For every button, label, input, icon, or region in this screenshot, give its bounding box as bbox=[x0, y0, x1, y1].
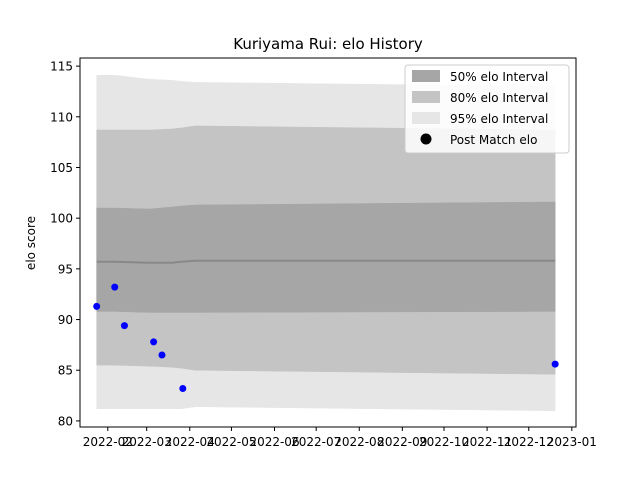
legend: 50% elo Interval 80% elo Interval 95% el… bbox=[404, 64, 570, 154]
mean-elo-line bbox=[96, 259, 556, 264]
y-tick-label: 95 bbox=[58, 262, 73, 276]
legend-frame bbox=[404, 64, 570, 154]
x-tick-label: 2022-09 bbox=[377, 435, 427, 449]
interval-50-band bbox=[96, 201, 556, 313]
chart-title: Kuriyama Rui: elo History bbox=[233, 35, 423, 53]
x-tick-label: 2022-07 bbox=[291, 435, 341, 449]
legend-swatch-80 bbox=[412, 91, 440, 103]
legend-label-95: 95% elo Interval bbox=[450, 112, 548, 126]
legend-swatch-95 bbox=[412, 112, 440, 124]
x-tick-label: 2022-05 bbox=[206, 435, 256, 449]
legend-swatch-50 bbox=[412, 70, 440, 82]
y-tick-label: 85 bbox=[58, 364, 73, 378]
post-match-point bbox=[111, 283, 119, 291]
x-tick-label: 2022-10 bbox=[419, 435, 469, 449]
post-match-point bbox=[158, 351, 166, 359]
legend-label-80: 80% elo Interval bbox=[450, 91, 548, 105]
x-tick-label: 2022-11 bbox=[462, 435, 512, 449]
x-tick-label: 2022-03 bbox=[122, 435, 172, 449]
x-tick-label: 2022-02 bbox=[83, 435, 133, 449]
legend-label-points: Post Match elo bbox=[450, 133, 537, 147]
y-tick-label: 80 bbox=[58, 414, 73, 428]
x-tick-label: 2022-06 bbox=[249, 435, 299, 449]
legend-marker-points bbox=[420, 133, 432, 145]
post-match-point bbox=[120, 322, 128, 330]
y-tick-label: 90 bbox=[58, 313, 73, 327]
x-tick-label: 2023-01 bbox=[547, 435, 597, 449]
x-tick-label: 2022-08 bbox=[334, 435, 384, 449]
x-tick-label: 2022-04 bbox=[165, 435, 215, 449]
y-tick-label: 105 bbox=[50, 161, 73, 175]
x-tick-label: 2022-12 bbox=[504, 435, 554, 449]
y-tick-label: 100 bbox=[50, 212, 73, 226]
y-axis-label: elo score bbox=[24, 216, 38, 270]
plot-frame bbox=[79, 57, 577, 428]
y-tick-label: 115 bbox=[50, 60, 73, 74]
post-match-point bbox=[150, 338, 158, 346]
post-match-point bbox=[93, 302, 101, 310]
y-tick-label: 110 bbox=[50, 110, 73, 124]
post-match-point bbox=[551, 360, 559, 368]
post-match-point bbox=[179, 384, 187, 392]
legend-label-50: 50% elo Interval bbox=[450, 70, 548, 84]
